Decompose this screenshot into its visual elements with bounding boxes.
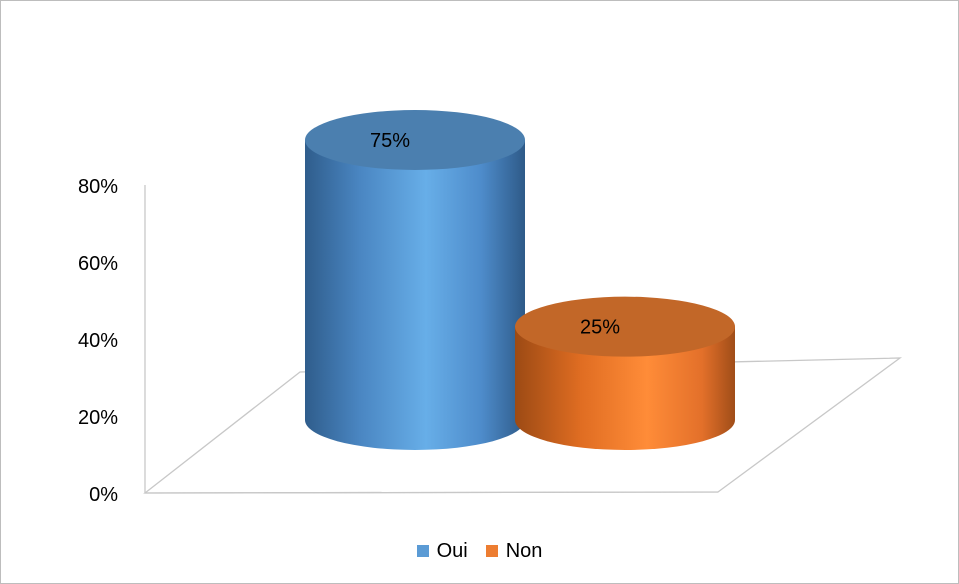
data-label-non: 25% [580, 317, 620, 339]
bar-non-top [515, 296, 735, 357]
legend-swatch-oui [416, 545, 429, 557]
floor-front-edge [144, 491, 719, 494]
data-label-oui: 75% [370, 130, 410, 152]
y-tick-label: 0% [89, 484, 118, 506]
legend-item-oui: Oui [416, 539, 468, 563]
legend: Oui Non [0, 536, 959, 566]
y-axis-ticks: 0% 20% 40% 60% 80% [78, 176, 118, 506]
legend-label-oui: Oui [436, 539, 468, 562]
bar-oui-body [305, 140, 525, 450]
bar-non-body [515, 326, 735, 450]
y-tick-label: 20% [78, 407, 118, 429]
legend-item-non: Non [485, 539, 543, 563]
bars-group: 75% 25% [305, 110, 735, 450]
legend-label-non: Non [505, 539, 543, 562]
y-tick-label: 60% [78, 253, 118, 275]
bar-oui-top [305, 110, 525, 171]
legend-swatch-non [485, 545, 498, 557]
y-tick-label: 40% [78, 330, 118, 352]
y-tick-label: 80% [78, 176, 118, 198]
